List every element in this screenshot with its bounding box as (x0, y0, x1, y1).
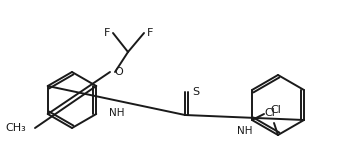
Text: O: O (114, 67, 123, 77)
Text: F: F (104, 28, 110, 38)
Text: NH: NH (237, 125, 252, 136)
Text: S: S (192, 87, 199, 97)
Text: Cl: Cl (270, 105, 281, 115)
Text: NH: NH (109, 109, 124, 118)
Text: F: F (147, 28, 153, 38)
Text: CH₃: CH₃ (5, 123, 26, 133)
Text: Cl: Cl (265, 108, 275, 118)
